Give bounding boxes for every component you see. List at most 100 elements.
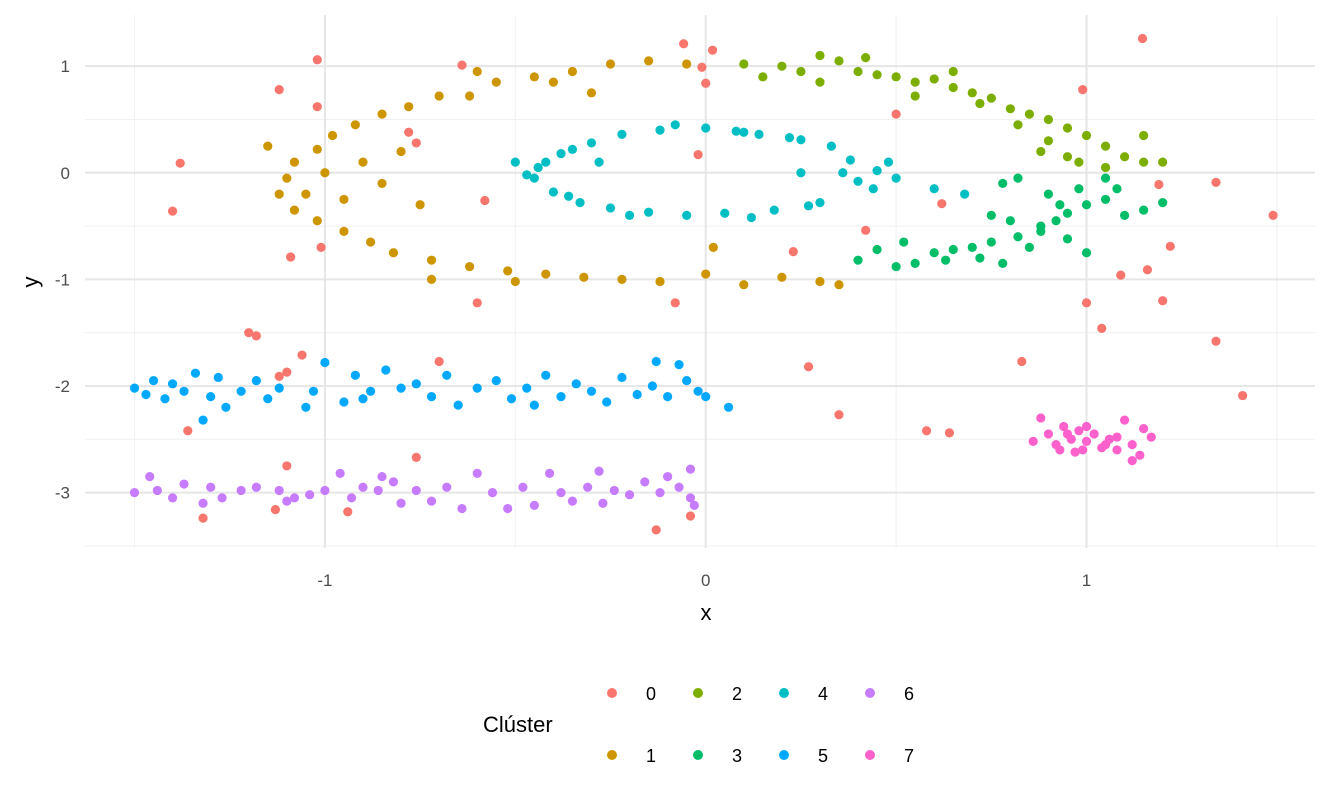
grid: [85, 15, 1315, 548]
data-point: [679, 39, 689, 49]
data-point: [1211, 336, 1221, 346]
data-point: [1024, 242, 1034, 252]
data-point: [396, 383, 406, 393]
data-point: [503, 503, 513, 514]
data-point: [708, 242, 718, 252]
data-point: [1100, 141, 1111, 151]
data-point: [689, 500, 699, 510]
data-point: [343, 507, 353, 517]
data-point: [834, 280, 844, 290]
data-point: [643, 207, 654, 217]
data-point: [655, 276, 665, 287]
data-point: [411, 485, 421, 496]
data-point: [682, 210, 692, 221]
data-point: [1055, 200, 1065, 210]
data-point: [533, 162, 543, 173]
data-point: [564, 191, 574, 201]
data-point: [167, 493, 178, 503]
data-point: [1139, 130, 1149, 141]
data-point: [1078, 445, 1088, 455]
data-point: [754, 129, 764, 139]
data-point: [377, 109, 387, 119]
legend-item-1: 1: [607, 746, 656, 766]
data-point: [1135, 450, 1145, 460]
x-axis-ticks: -1 0 1: [317, 571, 1091, 590]
data-point: [377, 471, 387, 482]
data-point: [1062, 208, 1073, 218]
data-point: [1074, 157, 1084, 167]
data-point: [442, 370, 452, 380]
data-point: [777, 61, 787, 71]
data-point: [685, 493, 696, 503]
data-point: [1127, 439, 1137, 450]
data-point: [145, 471, 155, 482]
data-point: [1142, 265, 1153, 275]
legend-label: 2: [732, 684, 742, 704]
data-point: [1062, 152, 1073, 162]
data-point: [274, 189, 284, 199]
data-point: [605, 203, 616, 213]
data-point: [190, 368, 201, 378]
data-point: [1017, 356, 1027, 367]
data-point: [312, 55, 322, 65]
legend-label: 7: [904, 746, 914, 766]
data-point: [1089, 429, 1099, 439]
data-point: [655, 125, 665, 135]
data-point: [274, 383, 284, 393]
data-point: [1051, 216, 1061, 226]
data-point: [465, 91, 475, 101]
data-point: [948, 82, 958, 93]
data-point: [1062, 123, 1073, 133]
data-point: [339, 397, 349, 407]
legend-item-4: 4: [779, 684, 828, 704]
legend-label: 1: [646, 746, 656, 766]
data-point: [784, 132, 795, 143]
data-point: [838, 168, 848, 178]
data-point: [986, 210, 996, 221]
data-point: [929, 248, 939, 258]
data-point: [251, 331, 261, 341]
data-point: [571, 379, 581, 389]
data-point: [1097, 323, 1107, 334]
data-point: [289, 157, 300, 167]
data-point: [206, 482, 216, 492]
series-4: [510, 120, 970, 223]
data-point: [834, 56, 844, 66]
data-point: [624, 490, 635, 500]
data-point: [1036, 226, 1046, 236]
data-point: [1043, 114, 1054, 125]
data-point: [685, 511, 696, 521]
data-point: [1081, 436, 1092, 446]
data-point: [1062, 429, 1073, 439]
data-point: [1211, 177, 1221, 187]
data-point: [198, 498, 208, 508]
series-5: [129, 356, 734, 425]
data-point: [541, 157, 551, 167]
data-point: [693, 150, 703, 160]
data-point: [1112, 432, 1122, 442]
data-point: [929, 74, 939, 84]
data-point: [796, 66, 806, 77]
data-point: [129, 487, 140, 498]
data-point: [707, 45, 718, 55]
data-point: [167, 206, 178, 216]
y-tick-label: 1: [61, 57, 70, 76]
series-3: [853, 173, 1168, 272]
data-point: [1119, 152, 1130, 162]
data-point: [803, 201, 814, 211]
data-point: [1165, 241, 1175, 251]
data-point: [1268, 210, 1278, 221]
data-point: [457, 503, 467, 514]
data-point: [388, 477, 399, 487]
data-point: [670, 298, 680, 308]
data-point: [1078, 85, 1088, 95]
data-point: [948, 244, 958, 255]
x-axis-title: x: [701, 600, 712, 625]
data-point: [1127, 455, 1137, 466]
data-point: [861, 225, 871, 235]
data-point: [594, 157, 604, 167]
data-point: [453, 400, 463, 410]
data-point: [236, 386, 246, 396]
data-point: [941, 255, 951, 265]
legend: 0 1 2 3 4 5 6 7: [607, 684, 914, 766]
